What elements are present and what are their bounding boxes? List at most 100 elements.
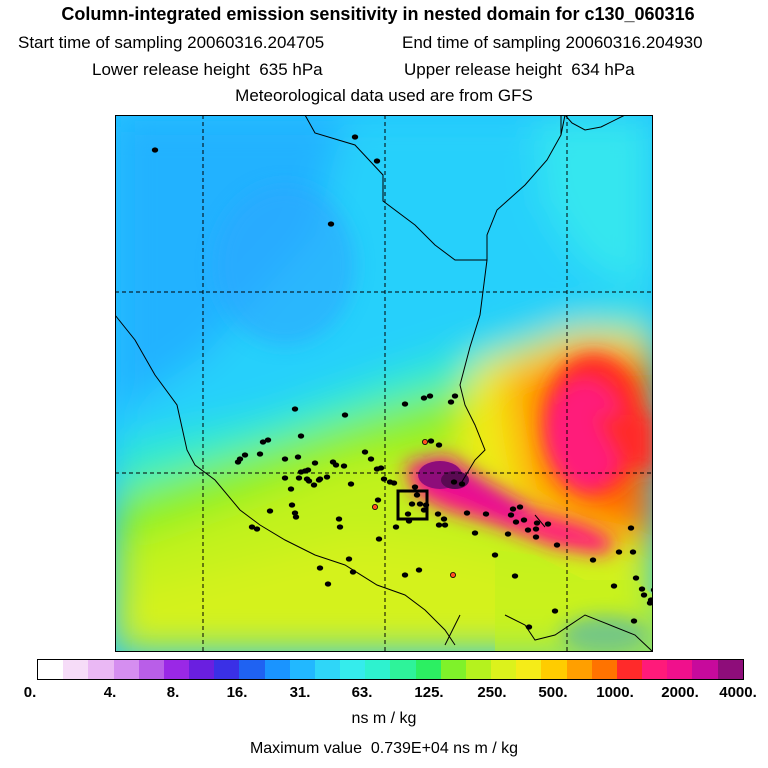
colorbar-swatch (541, 660, 567, 679)
colorbar-tick-label: 31. (289, 684, 311, 701)
station-dot (248, 524, 256, 530)
station-dot (627, 525, 635, 531)
station-dot (310, 482, 318, 488)
station-dot (392, 524, 400, 530)
station-dot (408, 501, 416, 507)
station-dot (647, 597, 653, 603)
colorbar-tick-label: 16. (226, 684, 248, 701)
station-dot (450, 479, 458, 485)
map-canvas (115, 115, 653, 652)
station-dot (516, 504, 524, 510)
station-dot (259, 439, 267, 445)
station-dot (336, 524, 344, 530)
station-dot (509, 506, 517, 512)
station-dot (351, 134, 359, 140)
station-dot (332, 462, 340, 468)
station-dot (390, 480, 398, 486)
end-time: End time of sampling 20060316.204930 (402, 33, 703, 53)
station-dot (377, 465, 385, 471)
colorbar-swatch (465, 660, 492, 679)
colorbar-tick-label: 4. (103, 684, 117, 701)
lower-release-value: 635 hPa (259, 60, 323, 79)
station-dot (589, 557, 597, 563)
colorbar-swatch (491, 660, 517, 679)
start-time: Start time of sampling 20060316.204705 (18, 33, 324, 53)
end-time-value: 20060316.204930 (565, 33, 703, 52)
station-dot (413, 492, 421, 498)
station-dot (345, 556, 353, 562)
station-dot (610, 583, 618, 589)
station-dot (504, 531, 512, 537)
colorbar-swatch (214, 660, 240, 679)
station-dot (234, 459, 242, 465)
station-dot (324, 581, 332, 587)
station-dot (525, 624, 533, 630)
station-dot (287, 486, 295, 492)
station-dot (551, 608, 559, 614)
station-dot (401, 401, 409, 407)
station-dot (532, 534, 540, 540)
station-dot (404, 511, 412, 517)
station-dot (367, 456, 375, 462)
colorbar-units: ns m / kg (351, 710, 417, 727)
colorbar-swatch (189, 660, 215, 679)
station-dot (420, 395, 428, 401)
station-dot (256, 451, 264, 457)
start-time-label: Start time of sampling (18, 33, 183, 52)
station-dot (630, 618, 638, 624)
lower-release-height: Lower release height 635 hPa (92, 60, 323, 80)
colorbar-tick-label: 250. (477, 684, 507, 701)
station-dot (435, 442, 443, 448)
colorbar-swatch (340, 660, 366, 679)
upper-release-label: Upper release height (404, 60, 562, 79)
station-dot (380, 476, 388, 482)
station-dot (335, 516, 343, 522)
colorbar-swatch (88, 660, 114, 679)
colorbar-swatch (289, 660, 315, 679)
station-dot (303, 476, 311, 482)
station-dot (264, 437, 272, 443)
station-dot (512, 519, 520, 525)
colorbar-swatch (239, 660, 265, 679)
colorbar-tick-label: 8. (166, 684, 180, 701)
station-dot (416, 501, 424, 507)
map-frame (115, 115, 653, 652)
colorbar-swatch (642, 660, 668, 679)
colorbar-swatch (616, 660, 643, 679)
station-dot (482, 511, 490, 517)
station-dot (327, 221, 335, 227)
colorbar-swatch (717, 660, 743, 679)
colorbar-swatch (163, 660, 190, 679)
max-value-label: Maximum value (249, 740, 362, 757)
station-dot (315, 477, 323, 483)
colorbar-tick-label: 500. (538, 684, 568, 701)
coastline-layer (115, 115, 653, 652)
colorbar-swatch (390, 660, 416, 679)
colorbar-swatch (516, 660, 542, 679)
colorbar-swatch (692, 660, 718, 679)
station-dot (151, 147, 159, 153)
colorbar-swatch (440, 660, 466, 679)
grid-layer (115, 115, 653, 652)
station-dot (294, 454, 302, 460)
colorbar (37, 659, 744, 680)
station-dot (347, 481, 355, 487)
station-dot (241, 452, 249, 458)
station-dot (373, 158, 381, 164)
station-dot (458, 481, 466, 487)
station-dot (323, 474, 331, 480)
station-dot (532, 526, 540, 532)
station-dot (316, 565, 324, 571)
station-dot (301, 468, 309, 474)
colorbar-tick-label: 63. (351, 684, 373, 701)
colorbar-swatch (314, 660, 341, 679)
station-dot (253, 526, 261, 532)
max-value-number: 0.739E+04 ns m / kg (370, 740, 519, 757)
station-dot (520, 517, 528, 523)
station-dot (311, 460, 319, 466)
station-dot (341, 412, 349, 418)
station-dot (632, 575, 640, 581)
start-time-value: 20060316.204705 (187, 33, 325, 52)
highlight-dot (371, 503, 378, 510)
station-dot (281, 456, 289, 462)
